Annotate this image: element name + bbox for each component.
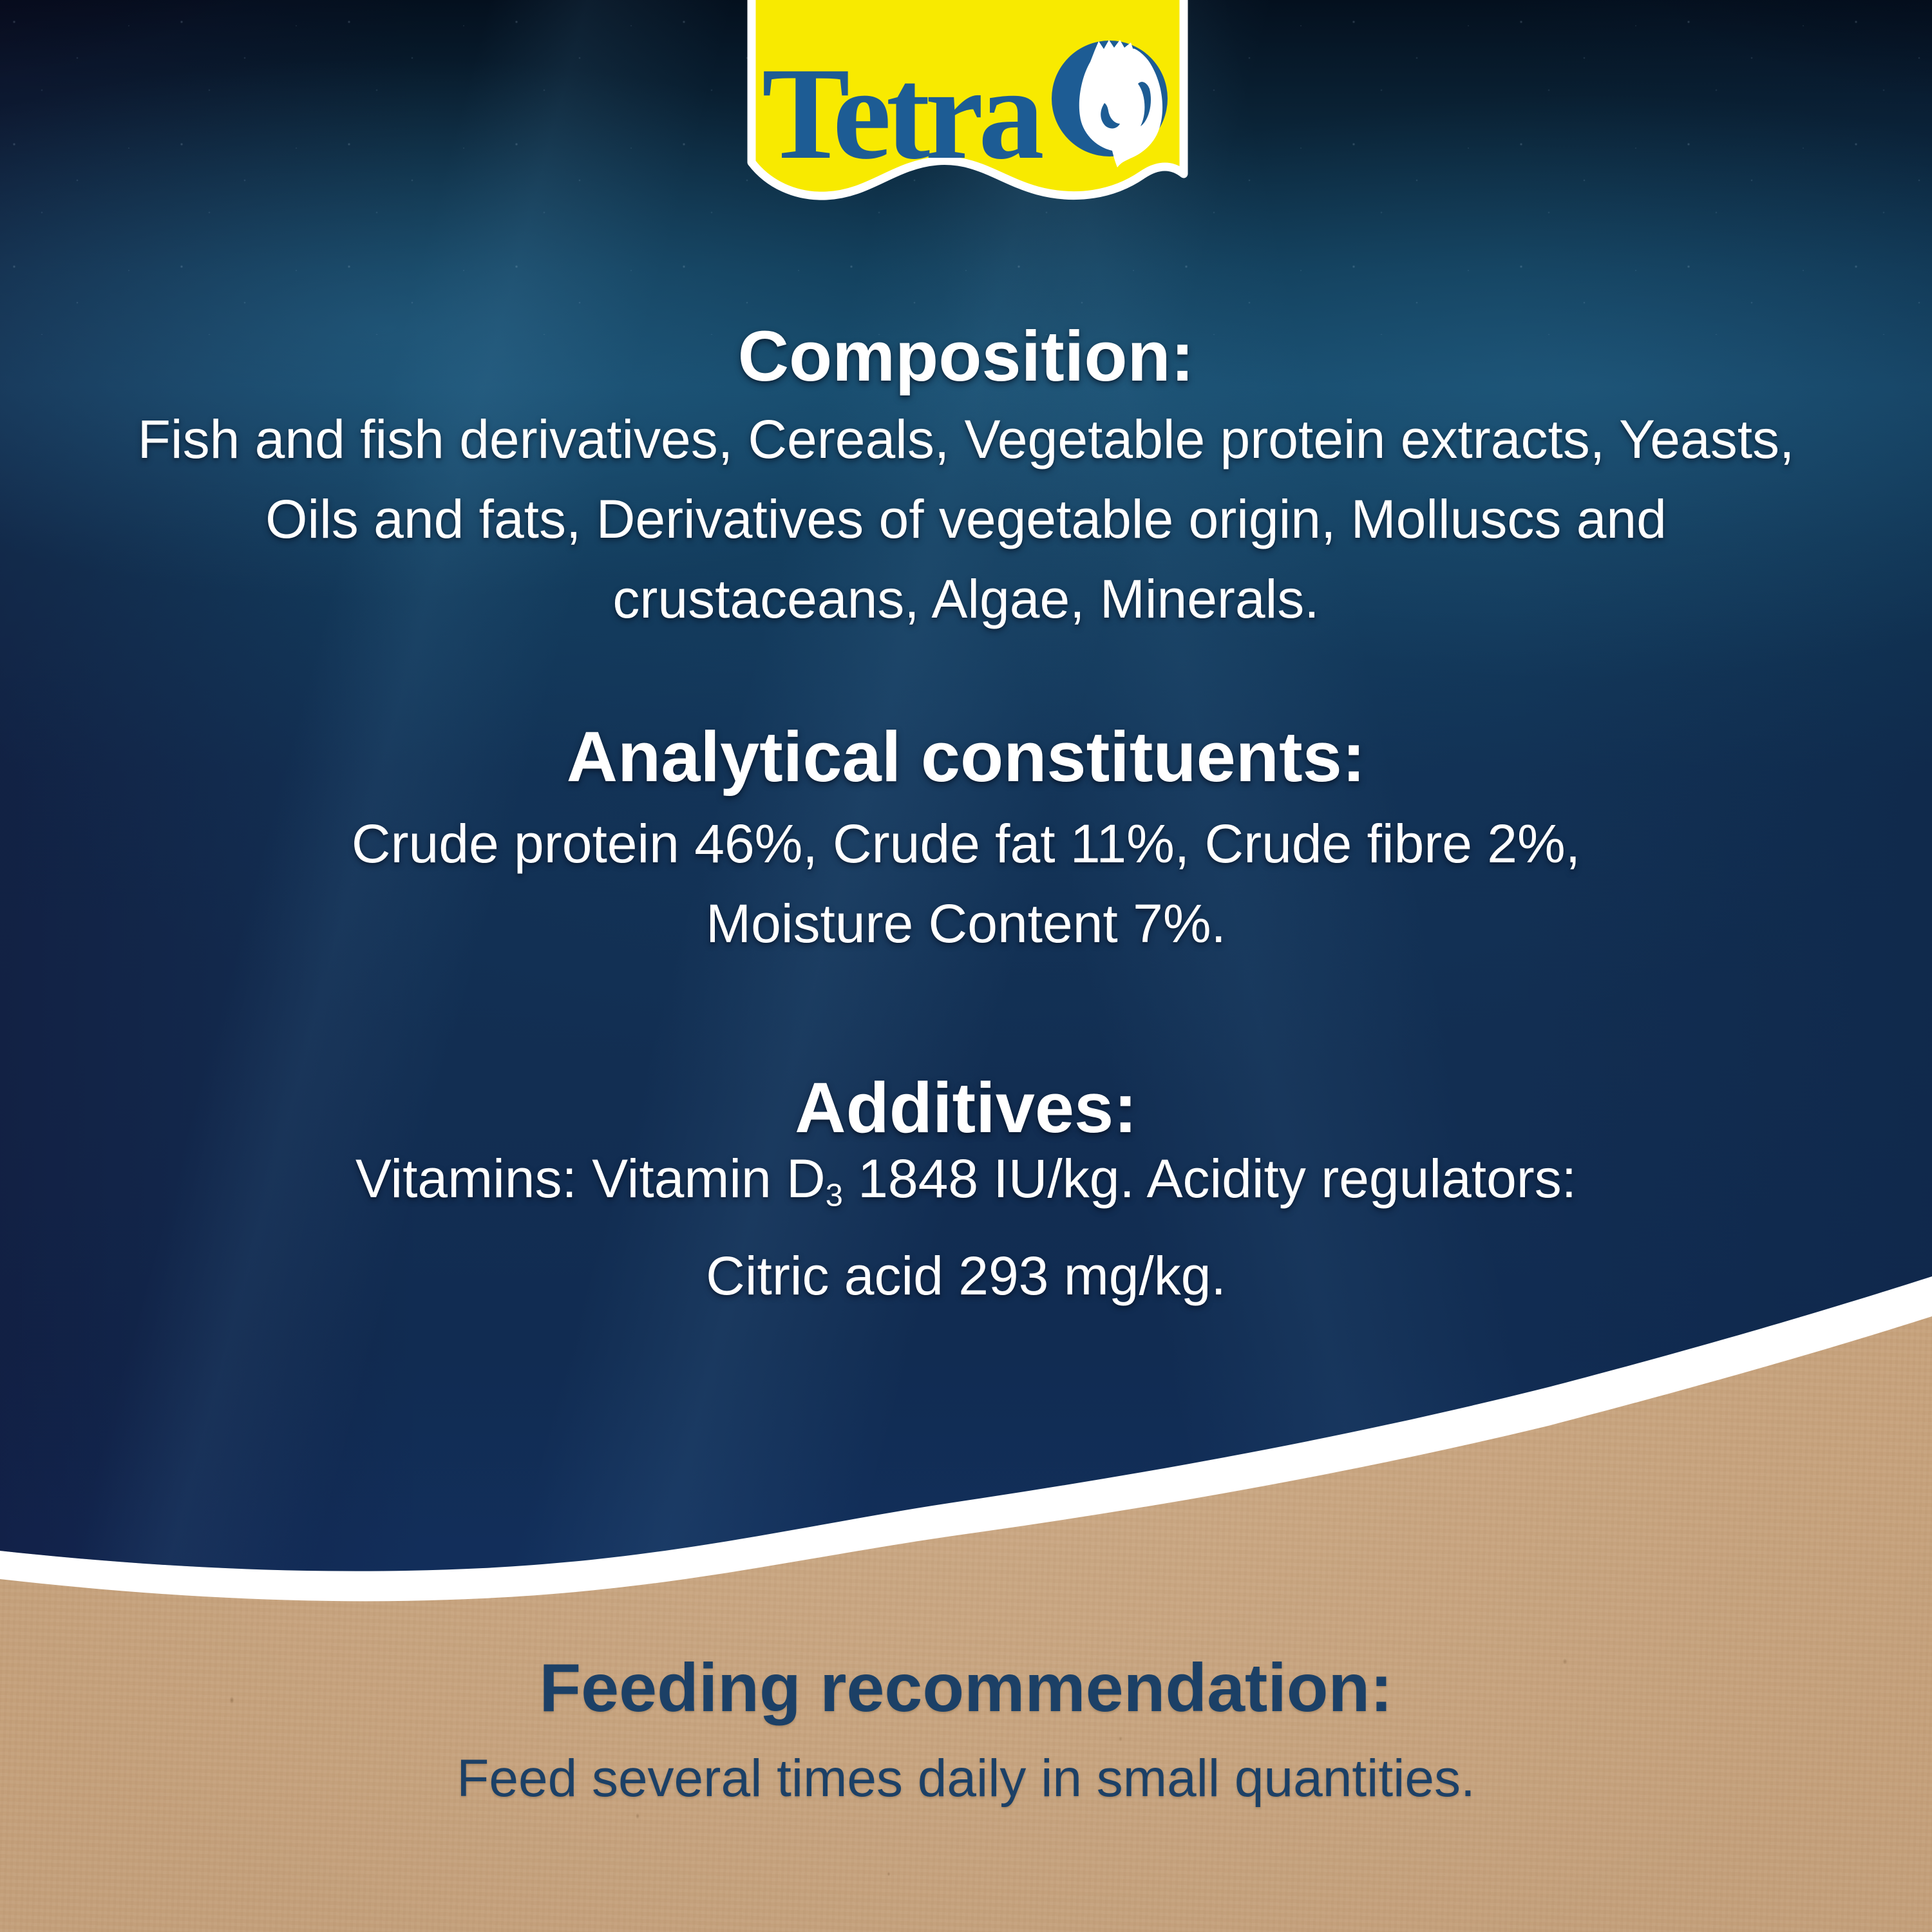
additives-line-vitamins: Vitamins: Vitamin D3 1848 IU/kg. Acidity… [0, 1139, 1932, 1236]
feeding-recommendation-text: Feed several times daily in small quanti… [457, 1749, 1475, 1808]
composition-heading: Composition: [737, 317, 1195, 396]
additives-heading: Additives: [795, 1068, 1137, 1148]
composition-text: Fish and fish derivatives, Cereals, Vege… [0, 399, 1932, 639]
analytical-line: Crude protein 46%, Crude fat 11%, Crude … [351, 813, 1581, 874]
analytical-constituents-text: Crude protein 46%, Crude fat 11%, Crude … [0, 804, 1932, 963]
composition-line: Fish and fish derivatives, Cereals, Vege… [137, 409, 1795, 469]
additives-text: Vitamins: Vitamin D3 1848 IU/kg. Acidity… [0, 1139, 1932, 1316]
logo-wordmark: Tetra [762, 41, 1043, 187]
logo-banner-ribbon [747, 0, 1188, 200]
additives-vitamin-post: 1848 IU/kg. Acidity regulators: [842, 1148, 1577, 1209]
vitamin-d3-subscript: 3 [825, 1178, 843, 1213]
composition-line: Oils and fats, Derivatives of vegetable … [265, 489, 1667, 549]
tetra-logo: Tetra [747, 0, 1188, 200]
feeding-recommendation-heading: Feeding recommendation: [539, 1650, 1393, 1726]
composition-line: crustaceans, Algae, Minerals. [612, 569, 1320, 629]
additives-vitamin-pre: Vitamins: Vitamin D [355, 1148, 826, 1209]
fish-icon [1052, 40, 1168, 167]
additives-line-citric: Citric acid 293 mg/kg. [706, 1245, 1226, 1306]
analytical-line: Moisture Content 7%. [706, 893, 1226, 954]
analytical-constituents-heading: Analytical constituents: [566, 717, 1366, 797]
